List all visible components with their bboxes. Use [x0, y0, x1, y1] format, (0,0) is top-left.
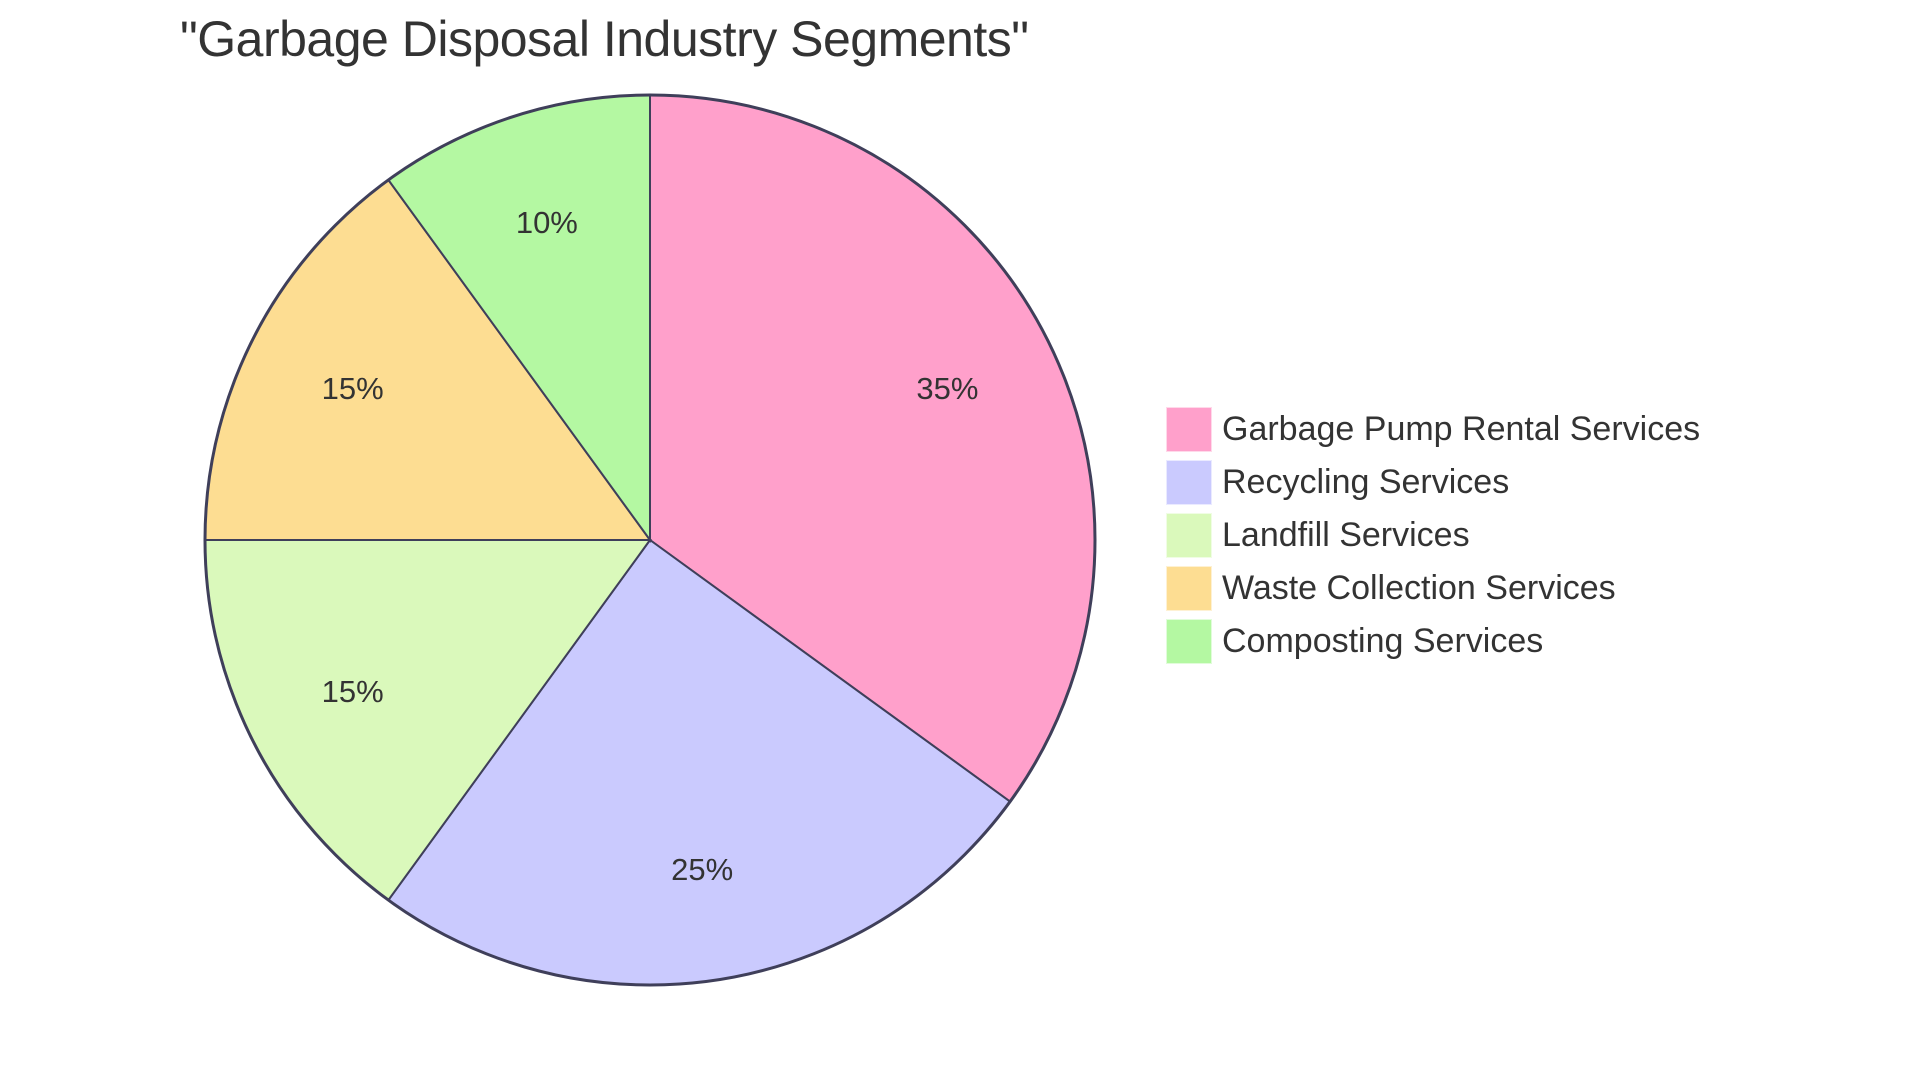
legend-swatch [1166, 619, 1212, 664]
legend-item: Landfill Services [1166, 513, 1700, 558]
legend-label: Landfill Services [1222, 516, 1470, 554]
legend-item: Composting Services [1166, 619, 1700, 664]
legend-label: Composting Services [1222, 622, 1544, 660]
legend-item: Waste Collection Services [1166, 566, 1700, 611]
pie-outline [203, 93, 1097, 987]
legend-label: Recycling Services [1222, 463, 1510, 501]
legend-label: Waste Collection Services [1222, 569, 1616, 607]
legend: Garbage Pump Rental Services Recycling Se… [1166, 407, 1700, 672]
slice-percent-label: 15% [322, 674, 384, 709]
slice-percent-label: 25% [671, 852, 733, 887]
legend-swatch [1166, 513, 1212, 558]
legend-label: Garbage Pump Rental Services [1222, 410, 1701, 448]
legend-swatch [1166, 460, 1212, 505]
slice-percent-label: 10% [516, 205, 578, 240]
legend-swatch [1166, 407, 1212, 452]
legend-item: Garbage Pump Rental Services [1166, 407, 1700, 452]
chart-title-text: "Garbage Disposal Industry Segments" [180, 11, 1029, 67]
legend-item: Recycling Services [1166, 460, 1700, 505]
slice-percent-label: 15% [322, 371, 384, 406]
slice-percent-label: 35% [916, 371, 978, 406]
legend-swatch [1166, 566, 1212, 611]
chart-title: "Garbage Disposal Industry Segments" [180, 10, 1029, 68]
